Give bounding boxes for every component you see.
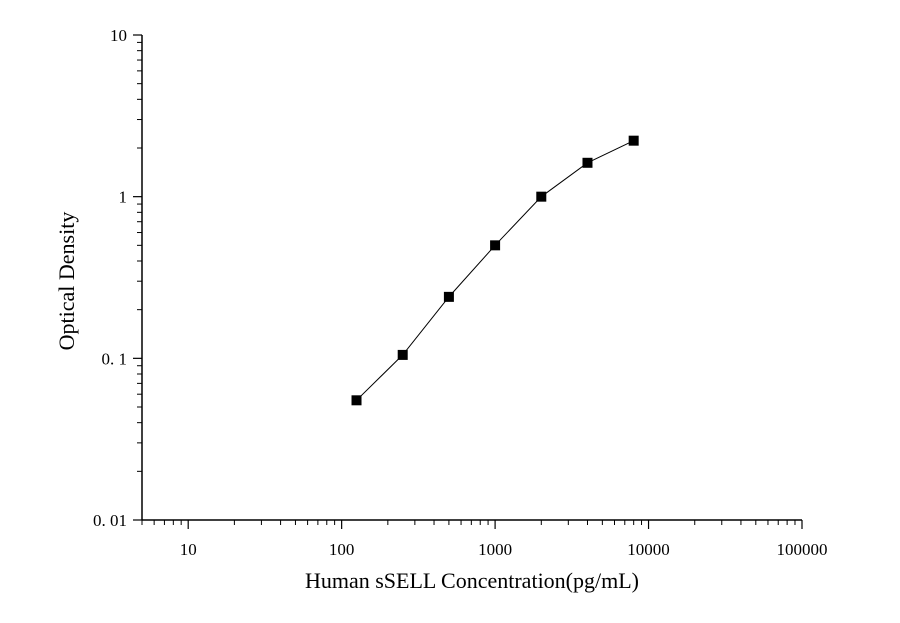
data-point-marker: [351, 395, 362, 406]
data-point-marker: [536, 191, 547, 202]
x-axis-title: Human sSELL Concentration(pg/mL): [305, 568, 639, 593]
axes: 10 100 1000 10000 100000 0. 01 0. 1 1 10: [93, 26, 828, 559]
data-point-marker: [628, 135, 639, 146]
y-tick-label: 0. 1: [102, 349, 128, 368]
y-tick-label: 10: [110, 26, 127, 45]
data-point-marker: [397, 349, 408, 360]
x-tick-label: 10000: [627, 540, 670, 559]
y-tick-label: 1: [119, 188, 128, 207]
data-point-marker: [490, 240, 501, 251]
plot-area: [351, 135, 639, 406]
x-tick-label: 100000: [777, 540, 828, 559]
series-line: [356, 140, 634, 401]
y-axis-title: Optical Density: [54, 212, 79, 351]
data-point-marker: [582, 157, 593, 168]
x-tick-label: 100: [329, 540, 355, 559]
x-tick-label: 10: [180, 540, 197, 559]
data-point-marker: [443, 291, 454, 302]
x-tick-label: 1000: [478, 540, 512, 559]
y-tick-label: 0. 01: [93, 511, 127, 530]
